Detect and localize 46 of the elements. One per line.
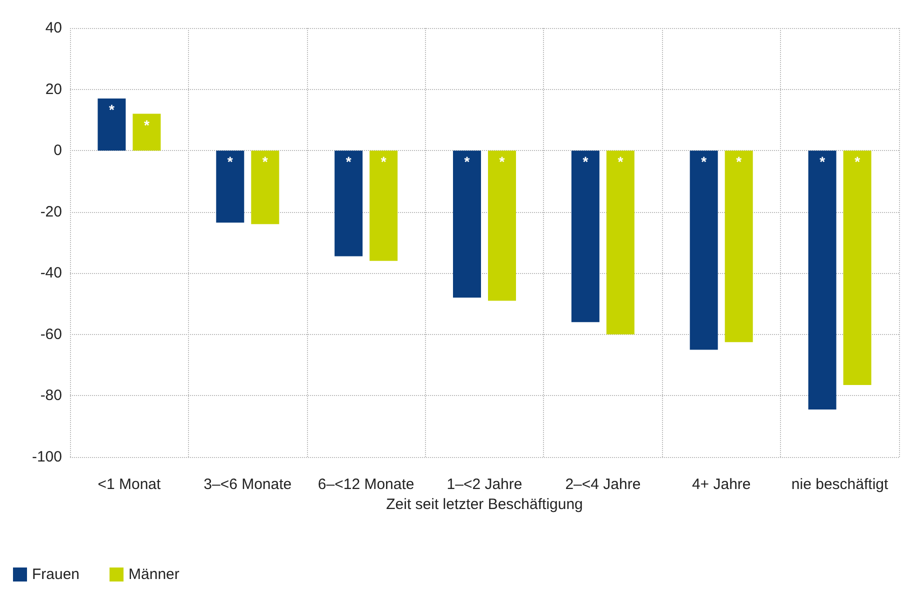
x-tick-label: 4+ Jahre	[692, 476, 751, 493]
data-label: *	[736, 154, 742, 170]
data-label: *	[820, 154, 826, 170]
data-label: *	[582, 154, 589, 170]
x-axis-title: Zeit seit letzter Beschäftigung	[386, 496, 583, 513]
y-tick-label: 20	[45, 80, 62, 98]
y-tick-label: 40	[45, 20, 62, 36]
data-label: *	[144, 116, 150, 133]
data-label: *	[499, 154, 506, 170]
x-tick-label: 2–<4 Jahre	[565, 476, 641, 493]
bar	[690, 150, 718, 350]
x-tick-label: <1 Monat	[98, 476, 162, 493]
bar	[843, 150, 872, 385]
bar	[808, 150, 836, 410]
y-tick-label: -80	[40, 387, 62, 404]
legend-label: Männer	[128, 566, 180, 583]
bar	[334, 150, 363, 256]
bar	[606, 150, 634, 334]
bar	[370, 150, 398, 261]
y-tick-label: -100	[32, 448, 62, 466]
x-tick-label: 3–<6 Monate	[204, 476, 292, 493]
bar	[571, 150, 600, 322]
y-tick-label: -40	[40, 264, 62, 282]
x-tick-label: 1–<2 Jahre	[446, 476, 522, 493]
bar	[251, 150, 280, 224]
bar	[132, 114, 161, 151]
bar	[216, 150, 244, 223]
legend-label: Frauen	[32, 566, 80, 583]
data-label: *	[464, 154, 470, 170]
data-label: *	[108, 101, 115, 118]
bar	[724, 150, 753, 342]
y-tick-label: -20	[40, 203, 62, 220]
data-label: *	[346, 154, 352, 170]
x-tick-label: nie beschäftigt	[791, 476, 889, 493]
data-label: *	[618, 154, 624, 170]
y-tick-label: 0	[54, 142, 62, 160]
bar	[453, 150, 481, 298]
bar	[488, 150, 516, 301]
data-label: *	[854, 154, 861, 170]
x-tick-label: 6–<12 Monate	[318, 476, 414, 493]
data-label: *	[262, 154, 268, 170]
y-tick-label: -60	[40, 326, 62, 343]
data-label: *	[227, 154, 234, 170]
data-label: *	[380, 154, 387, 170]
data-label: *	[701, 154, 708, 170]
bar	[98, 98, 126, 151]
